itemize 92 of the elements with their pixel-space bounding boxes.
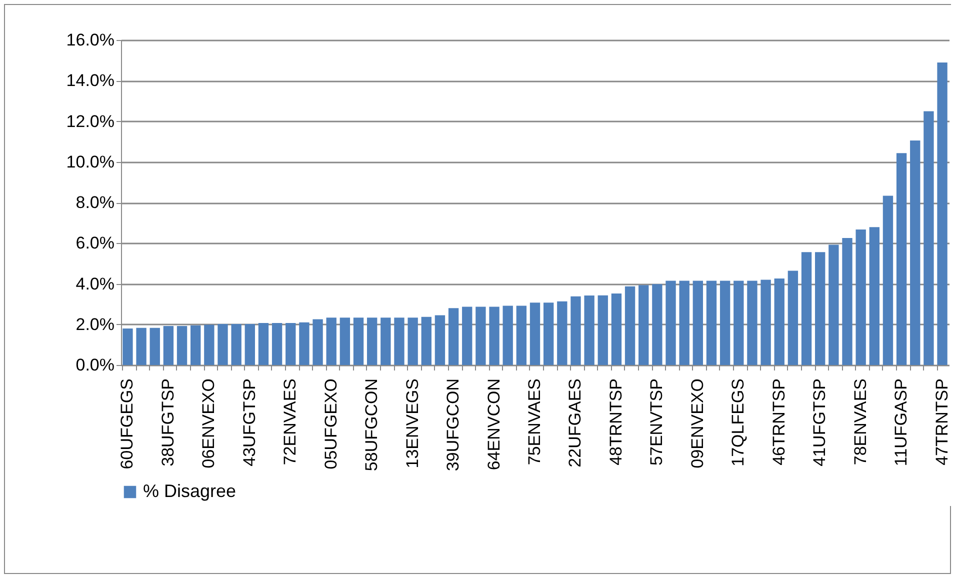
- bar: [476, 306, 486, 365]
- y-tick-label: 10.0%: [66, 152, 114, 172]
- bar: [760, 280, 771, 365]
- x-tick-label: 75ENVAES: [525, 378, 544, 466]
- bar: [340, 318, 350, 365]
- bar: [489, 306, 500, 365]
- bar: [272, 322, 282, 365]
- bar: [747, 280, 758, 365]
- bar: [557, 301, 568, 365]
- bar: [516, 306, 527, 365]
- y-tick-label: 2.0%: [76, 314, 114, 334]
- bar: [638, 285, 649, 365]
- y-tick-label: 14.0%: [66, 71, 114, 90]
- bar: [788, 270, 798, 365]
- x-tick-label: 78ENVAES: [850, 378, 870, 466]
- bar: [815, 252, 826, 365]
- bar: [326, 318, 336, 365]
- bar: [584, 296, 594, 365]
- x-tick-label: 05UFGEXO: [321, 378, 340, 470]
- bar: [448, 308, 459, 365]
- bar: [869, 227, 880, 365]
- bar: [122, 328, 133, 365]
- bar: [380, 318, 391, 365]
- x-tick-label: 41UFGTSP: [810, 378, 830, 466]
- x-tick-label: 43UFGTSP: [240, 378, 259, 466]
- y-tick-label: 6.0%: [76, 234, 114, 253]
- bar: [190, 325, 201, 365]
- bar: [394, 318, 404, 365]
- bar: [882, 196, 894, 365]
- bar: [366, 318, 378, 365]
- bar: [258, 322, 269, 365]
- x-tick-label: 46TRNTSP: [769, 378, 788, 466]
- bar: [856, 230, 866, 365]
- x-tick-label: 11UFGASP: [892, 378, 911, 466]
- x-tick-label: 60UFGEGS: [118, 378, 137, 470]
- bar: [163, 326, 174, 365]
- y-tick-label: 4.0%: [76, 274, 114, 294]
- bar: [924, 111, 934, 365]
- x-tick-label: 13ENVEGS: [402, 378, 422, 468]
- bar: [176, 326, 188, 365]
- x-tick-label: 39UFGCON: [444, 378, 463, 472]
- bar: [408, 318, 418, 365]
- bar: [842, 238, 852, 365]
- bar: [543, 302, 554, 365]
- bar: [312, 319, 323, 365]
- bar: [937, 62, 948, 365]
- bar: [706, 280, 717, 365]
- bar: [530, 302, 540, 365]
- y-tick-label: 16.0%: [66, 30, 114, 50]
- y-tick-label: 12.0%: [66, 112, 114, 131]
- bar: [434, 315, 446, 365]
- bar: [299, 322, 310, 365]
- bar: [136, 328, 146, 365]
- bar: [910, 140, 920, 365]
- bar: [204, 324, 214, 365]
- bar: [286, 322, 296, 365]
- x-tick-label: 09ENVEXO: [688, 378, 707, 468]
- y-tick-label: 8.0%: [76, 193, 114, 212]
- bar: [611, 294, 622, 365]
- bar: [570, 296, 581, 365]
- bar: [218, 324, 228, 365]
- x-tick-label: 72ENVAES: [280, 378, 300, 466]
- x-tick-label: 38UFGTSP: [158, 378, 178, 466]
- bar: [462, 306, 472, 365]
- x-tick-label: 06ENVEXO: [199, 378, 218, 468]
- x-tick-label: 47TRNTSP: [932, 378, 952, 466]
- bar: [231, 324, 242, 365]
- x-tick-label: 58UFGCON: [362, 378, 382, 472]
- bar: [598, 295, 608, 365]
- bar: [502, 306, 513, 365]
- bar: [801, 252, 812, 365]
- x-tick-label: 48TRNTSP: [606, 378, 626, 466]
- bar: [692, 280, 704, 365]
- bar: [896, 153, 907, 365]
- legend-label: % Disagree: [143, 481, 236, 501]
- bar: [421, 316, 432, 365]
- bar: [679, 280, 690, 365]
- bar: [353, 318, 364, 365]
- x-tick-label: 22UFGAES: [566, 378, 585, 468]
- bar: [244, 324, 255, 365]
- y-tick-label: 0.0%: [76, 356, 114, 374]
- bar: [652, 284, 662, 365]
- bar: [720, 280, 730, 365]
- bar: [828, 244, 839, 365]
- bar: [150, 328, 160, 365]
- x-tick-label: 17QLFEGS: [728, 378, 748, 466]
- bar: [666, 280, 676, 365]
- bar: [774, 278, 784, 365]
- bar: [624, 286, 636, 365]
- x-tick-label: 57ENVTSP: [647, 378, 666, 466]
- x-tick-label: 64ENVCON: [484, 378, 504, 470]
- bar: [734, 280, 744, 365]
